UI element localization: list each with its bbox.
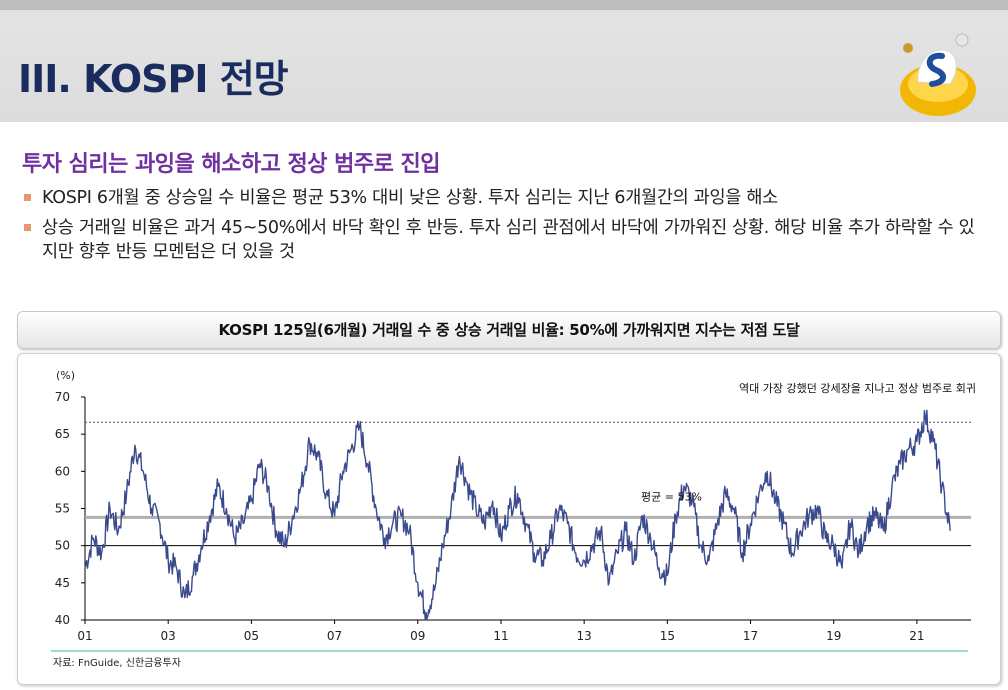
x-tick-label: 15 — [660, 629, 675, 643]
x-tick-label: 05 — [244, 629, 259, 643]
page-title: III. KOSPI 전망 — [18, 57, 289, 101]
bullet-square-icon — [24, 194, 31, 201]
x-tick-label: 21 — [909, 629, 924, 643]
x-tick-label: 17 — [743, 629, 758, 643]
y-tick-label: 40 — [55, 613, 70, 627]
chart-annotation: 역대 가장 강했던 강세장을 지나고 정상 범주로 회귀 — [739, 382, 976, 395]
company-logo — [900, 33, 976, 116]
section-subtitle: 투자 심리는 과잉을 해소하고 정상 범주로 진입 — [22, 152, 441, 177]
bullet-square-icon — [24, 224, 31, 231]
bullet-item: KOSPI 6개월 중 상승일 수 비율은 평균 53% 대비 낮은 상황. 투… — [24, 186, 984, 210]
chart-title-box: KOSPI 125일(6개월) 거래일 수 중 상승 거래일 비율: 50%에 … — [17, 311, 1001, 349]
x-tick-label: 11 — [493, 629, 508, 643]
bullet-list: KOSPI 6개월 중 상승일 수 비율은 평균 53% 대비 낮은 상황. 투… — [24, 186, 984, 270]
series-line — [84, 409, 951, 621]
bullet-text: KOSPI 6개월 중 상승일 수 비율은 평균 53% 대비 낮은 상황. 투… — [42, 188, 778, 208]
y-tick-label: 60 — [55, 464, 70, 478]
y-tick-label: 50 — [55, 539, 70, 553]
chart-frame: (%) 40 45 50 55 60 65 70 01 03 05 07 09 11 13 15 17 19 21 평… — [17, 353, 1001, 685]
y-tick-label: 45 — [55, 576, 70, 590]
x-tick-label: 03 — [161, 629, 176, 643]
x-tick-label: 13 — [577, 629, 592, 643]
y-tick-label: 70 — [55, 390, 70, 404]
x-tick-label: 19 — [826, 629, 841, 643]
line-chart: (%) 40 45 50 55 60 65 70 01 03 05 07 09 11 13 15 17 19 21 평… — [51, 369, 976, 669]
header-band — [0, 0, 1008, 122]
y-tick-label: 55 — [55, 502, 70, 516]
x-tick-label: 07 — [327, 629, 342, 643]
chart-title: KOSPI 125일(6개월) 거래일 수 중 상승 거래일 비율: 50%에 … — [218, 321, 800, 339]
source-note: 자료: FnGuide, 신한금융투자 — [53, 657, 181, 669]
bullet-item: 상승 거래일 비율은 과거 45~50%에서 바닥 확인 후 반등. 투자 심리… — [24, 216, 984, 264]
y-axis-label: (%) — [56, 369, 75, 382]
y-tick-label: 65 — [55, 427, 70, 441]
x-tick-label: 09 — [410, 629, 425, 643]
average-label: 평균 = 53% — [641, 490, 702, 503]
x-tick-label: 01 — [77, 629, 92, 643]
bullet-text: 상승 거래일 비율은 과거 45~50%에서 바닥 확인 후 반등. 투자 심리… — [42, 218, 975, 262]
